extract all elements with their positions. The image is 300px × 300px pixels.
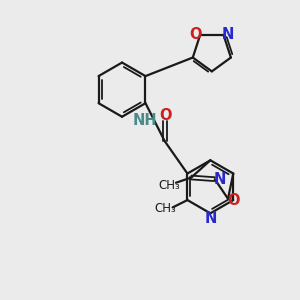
Text: N: N (204, 211, 217, 226)
Text: O: O (159, 108, 172, 123)
Text: N: N (221, 27, 234, 42)
Text: CH₃: CH₃ (154, 202, 176, 215)
Text: O: O (227, 193, 239, 208)
Text: N: N (214, 172, 226, 187)
Text: O: O (190, 27, 202, 42)
Text: CH₃: CH₃ (158, 178, 180, 192)
Text: NH: NH (133, 113, 157, 128)
